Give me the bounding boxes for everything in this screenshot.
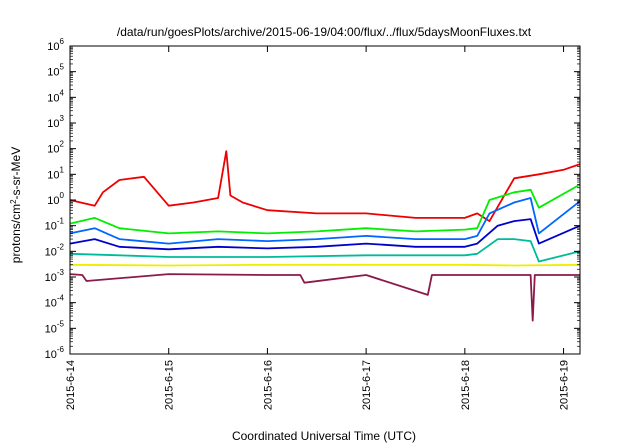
- y-tick-label: 101: [47, 165, 64, 181]
- y-tick-label-base: 10: [47, 92, 59, 104]
- x-tick-label: 2015-6-19: [559, 360, 571, 410]
- y-axis-label-unit: -s-sr-MeV: [9, 147, 23, 200]
- x-tick-label: 2015-6-18: [460, 360, 472, 410]
- y-tick-label: 10-1: [45, 217, 65, 233]
- y-axis-label-main: protons/cm: [9, 204, 23, 263]
- y-tick-label: 103: [47, 114, 64, 130]
- series-line-5: [69, 238, 581, 263]
- y-tick-label-exponent: -2: [57, 242, 65, 251]
- y-tick-label-exponent: -3: [57, 268, 65, 277]
- series-line-1: [69, 150, 581, 223]
- x-axis-label: Coordinated Universal Time (UTC): [232, 429, 416, 443]
- y-tick-label-exponent: 0: [60, 191, 65, 200]
- y-tick-label-base: 10: [45, 349, 57, 361]
- y-tick-label: 10-2: [45, 242, 65, 258]
- y-tick-label: 10-5: [45, 319, 65, 335]
- y-tick-label-exponent: 2: [60, 140, 65, 149]
- y-tick-label: 10-3: [45, 268, 65, 284]
- chart-title: /data/run/goesPlots/archive/2015-06-19/0…: [117, 25, 532, 39]
- y-tick-label: 105: [47, 63, 64, 79]
- y-tick-label: 106: [47, 37, 64, 53]
- series-line-3: [69, 197, 581, 245]
- y-tick-label-exponent: 6: [60, 37, 65, 46]
- x-tick-label: 2015-6-17: [361, 360, 373, 410]
- y-tick-label-exponent: 3: [60, 114, 65, 123]
- y-tick-label-base: 10: [45, 298, 57, 310]
- x-tick-label: 2015-6-14: [65, 360, 77, 410]
- x-tick-label: 2015-6-16: [262, 360, 274, 410]
- y-tick-label-base: 10: [47, 144, 59, 156]
- series-line-6: [69, 263, 581, 267]
- y-tick-label-exponent: -5: [57, 319, 65, 328]
- y-tick-label-exponent: 5: [60, 63, 65, 72]
- y-tick-label-exponent: -1: [57, 217, 65, 226]
- y-tick-label-base: 10: [47, 195, 59, 207]
- y-tick-label: 10-4: [45, 294, 65, 310]
- svg-text:protons/cm2-s-sr-MeV: protons/cm2-s-sr-MeV: [9, 147, 24, 263]
- y-tick-label-base: 10: [47, 118, 59, 130]
- series-layer: [69, 150, 581, 322]
- y-tick-label: 102: [47, 140, 64, 156]
- y-tick-label-base: 10: [47, 67, 59, 79]
- series-line-4: [69, 218, 581, 251]
- y-tick-label: 10-6: [45, 345, 65, 361]
- y-tick-label-exponent: 4: [60, 88, 65, 97]
- y-tick-label-exponent: 1: [60, 165, 65, 174]
- y-tick-label-base: 10: [45, 272, 57, 284]
- plot-frame: [69, 45, 581, 355]
- y-tick-label: 100: [47, 191, 64, 207]
- y-axis-label-exponent: 2: [9, 199, 18, 204]
- y-tick-label-base: 10: [45, 323, 57, 335]
- series-line-2: [69, 183, 581, 235]
- y-tick-label-base: 10: [47, 169, 59, 181]
- y-tick-label: 104: [47, 88, 64, 104]
- x-tick-label: 2015-6-15: [164, 360, 176, 410]
- y-tick-label-exponent: -4: [57, 294, 65, 303]
- y-axis-label: protons/cm2-s-sr-MeV: [9, 147, 24, 263]
- series-line-7: [69, 273, 580, 322]
- y-tick-label-base: 10: [47, 41, 59, 53]
- y-tick-label-base: 10: [45, 221, 57, 233]
- y-tick-label-exponent: -6: [57, 345, 65, 354]
- y-tick-label-base: 10: [45, 246, 57, 258]
